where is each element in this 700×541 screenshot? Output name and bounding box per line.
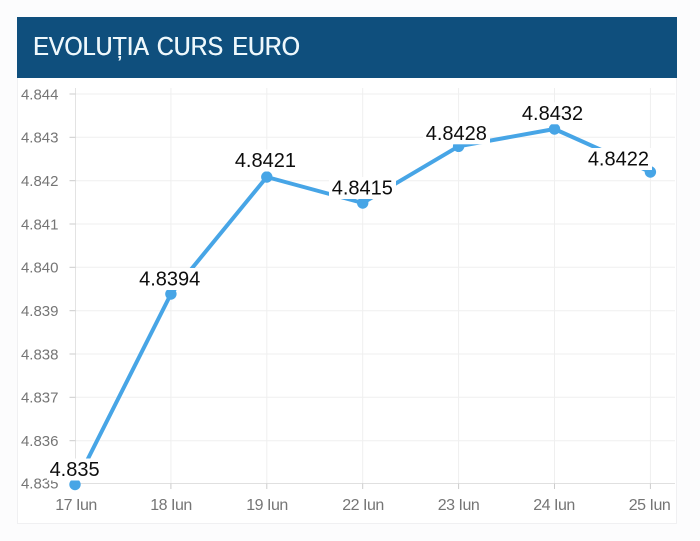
svg-text:25 Iun: 25 Iun xyxy=(629,497,670,514)
svg-text:4.8428: 4.8428 xyxy=(426,123,487,145)
svg-text:4.838: 4.838 xyxy=(21,346,59,363)
svg-text:4.835: 4.835 xyxy=(50,459,100,481)
svg-text:19 Iun: 19 Iun xyxy=(246,497,287,514)
svg-text:4.840: 4.840 xyxy=(21,260,59,277)
svg-text:4.842: 4.842 xyxy=(21,173,59,190)
svg-text:4.841: 4.841 xyxy=(21,216,59,233)
svg-text:23 Iun: 23 Iun xyxy=(438,497,479,514)
svg-text:4.844: 4.844 xyxy=(21,86,59,103)
svg-text:4.8432: 4.8432 xyxy=(522,103,583,125)
svg-text:4.839: 4.839 xyxy=(21,303,59,320)
svg-text:24 Iun: 24 Iun xyxy=(533,497,574,514)
svg-text:4.8422: 4.8422 xyxy=(588,149,649,171)
svg-text:4.8421: 4.8421 xyxy=(235,150,296,172)
svg-text:4.837: 4.837 xyxy=(21,390,59,407)
svg-text:4.8394: 4.8394 xyxy=(139,269,200,291)
svg-text:4.843: 4.843 xyxy=(21,130,59,147)
svg-text:22 Iun: 22 Iun xyxy=(342,497,383,514)
svg-text:17 Iun: 17 Iun xyxy=(55,497,96,514)
svg-text:4.836: 4.836 xyxy=(21,433,59,450)
svg-text:4.8415: 4.8415 xyxy=(332,178,393,200)
svg-text:18 Iun: 18 Iun xyxy=(150,497,191,514)
